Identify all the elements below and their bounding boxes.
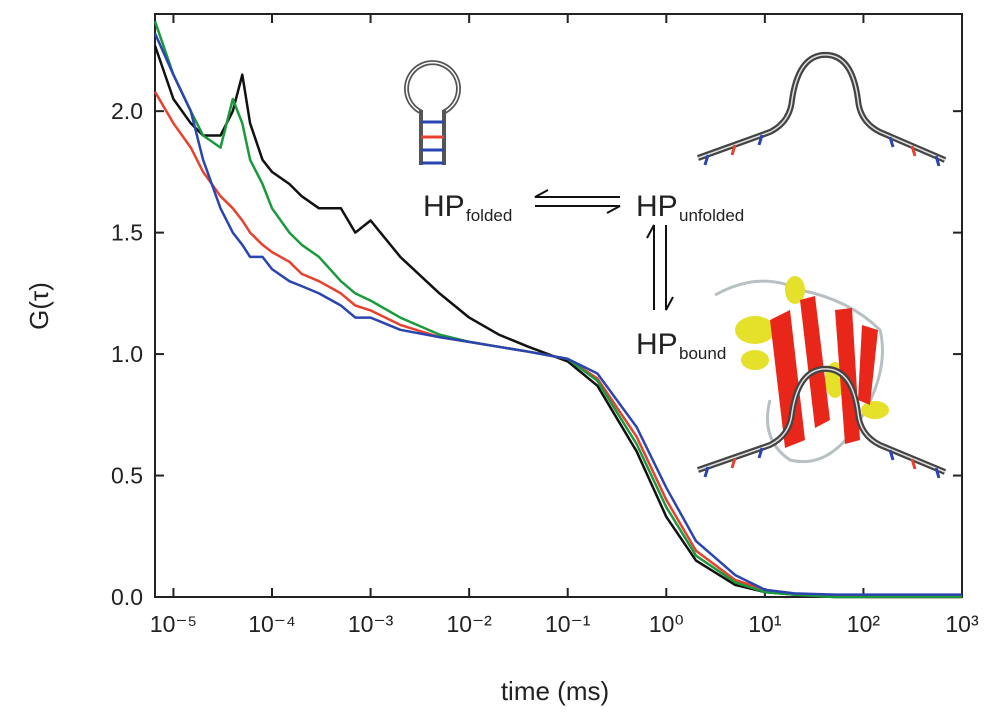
y-tick-label: 0.0 — [111, 584, 143, 610]
data-line — [153, 20, 962, 599]
annotation-text: HP — [636, 328, 678, 361]
x-tick-label: 10⁻⁵ — [150, 611, 197, 637]
protein-complex — [697, 276, 947, 479]
y-axis-title: G(τ) — [24, 282, 54, 330]
x-axis-title: time (ms) — [501, 676, 609, 706]
data-line — [153, 91, 962, 599]
annotation-sub: bound — [679, 344, 726, 363]
annotation-text: HP — [423, 190, 465, 223]
data-line — [153, 32, 962, 596]
unfolded-strand — [696, 51, 947, 167]
y-tick-label: 1.0 — [111, 341, 143, 367]
equilibrium-arrows — [534, 189, 674, 311]
annotation-text: HP — [636, 190, 678, 223]
x-tick-label: 10³ — [945, 611, 979, 637]
hairpin-diagram — [404, 60, 461, 165]
plot-frame — [154, 13, 963, 598]
x-tick-label: 10⁻³ — [348, 611, 394, 637]
x-tick-label: 10⁻¹ — [545, 611, 591, 637]
x-tick-label: 10¹ — [748, 611, 782, 637]
x-tick-label: 10⁰ — [649, 611, 684, 637]
annotation-sub: unfolded — [679, 206, 744, 225]
x-tick-label: 10⁻⁴ — [248, 611, 296, 637]
y-tick-label: 2.0 — [111, 98, 143, 124]
x-tick-label: 10⁻² — [446, 611, 492, 637]
annotation-sub: folded — [466, 206, 512, 225]
y-tick-label: 0.5 — [111, 463, 143, 489]
x-tick-label: 10² — [847, 611, 881, 637]
y-tick-label: 1.5 — [111, 220, 143, 246]
